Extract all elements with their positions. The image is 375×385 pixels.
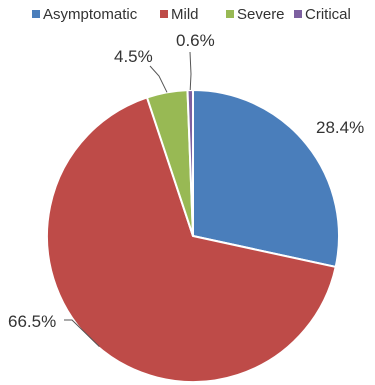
leader-lines (64, 51, 192, 347)
slice-critical (186, 88, 194, 237)
data-label-asymptomatic: 28.4% (316, 118, 364, 137)
pie-slices (46, 88, 340, 383)
leader-line-critical (189, 51, 192, 91)
slice-asymptomatic (192, 88, 340, 269)
legend-label-critical: Critical (305, 6, 351, 23)
leader-line-mild (64, 319, 100, 347)
legend: Asymptomatic Mild Severe Critical (32, 6, 351, 23)
legend-label-mild: Mild (171, 6, 199, 23)
leader-line-severe (149, 65, 168, 93)
data-label-severe: 4.5% (114, 47, 153, 66)
slice-mild (46, 96, 337, 383)
data-label-mild: 66.5% (8, 312, 56, 331)
data-label-critical: 0.6% (176, 31, 215, 50)
legend-label-severe: Severe (237, 6, 285, 23)
data-labels: 28.4% 66.5% 4.5% 0.6% (8, 31, 364, 331)
legend-label-asymptomatic: Asymptomatic (43, 6, 138, 23)
legend-swatch-severe (226, 10, 234, 18)
legend-swatch-asymptomatic (32, 10, 40, 18)
legend-swatch-critical (294, 10, 302, 18)
legend-swatch-mild (160, 10, 168, 18)
